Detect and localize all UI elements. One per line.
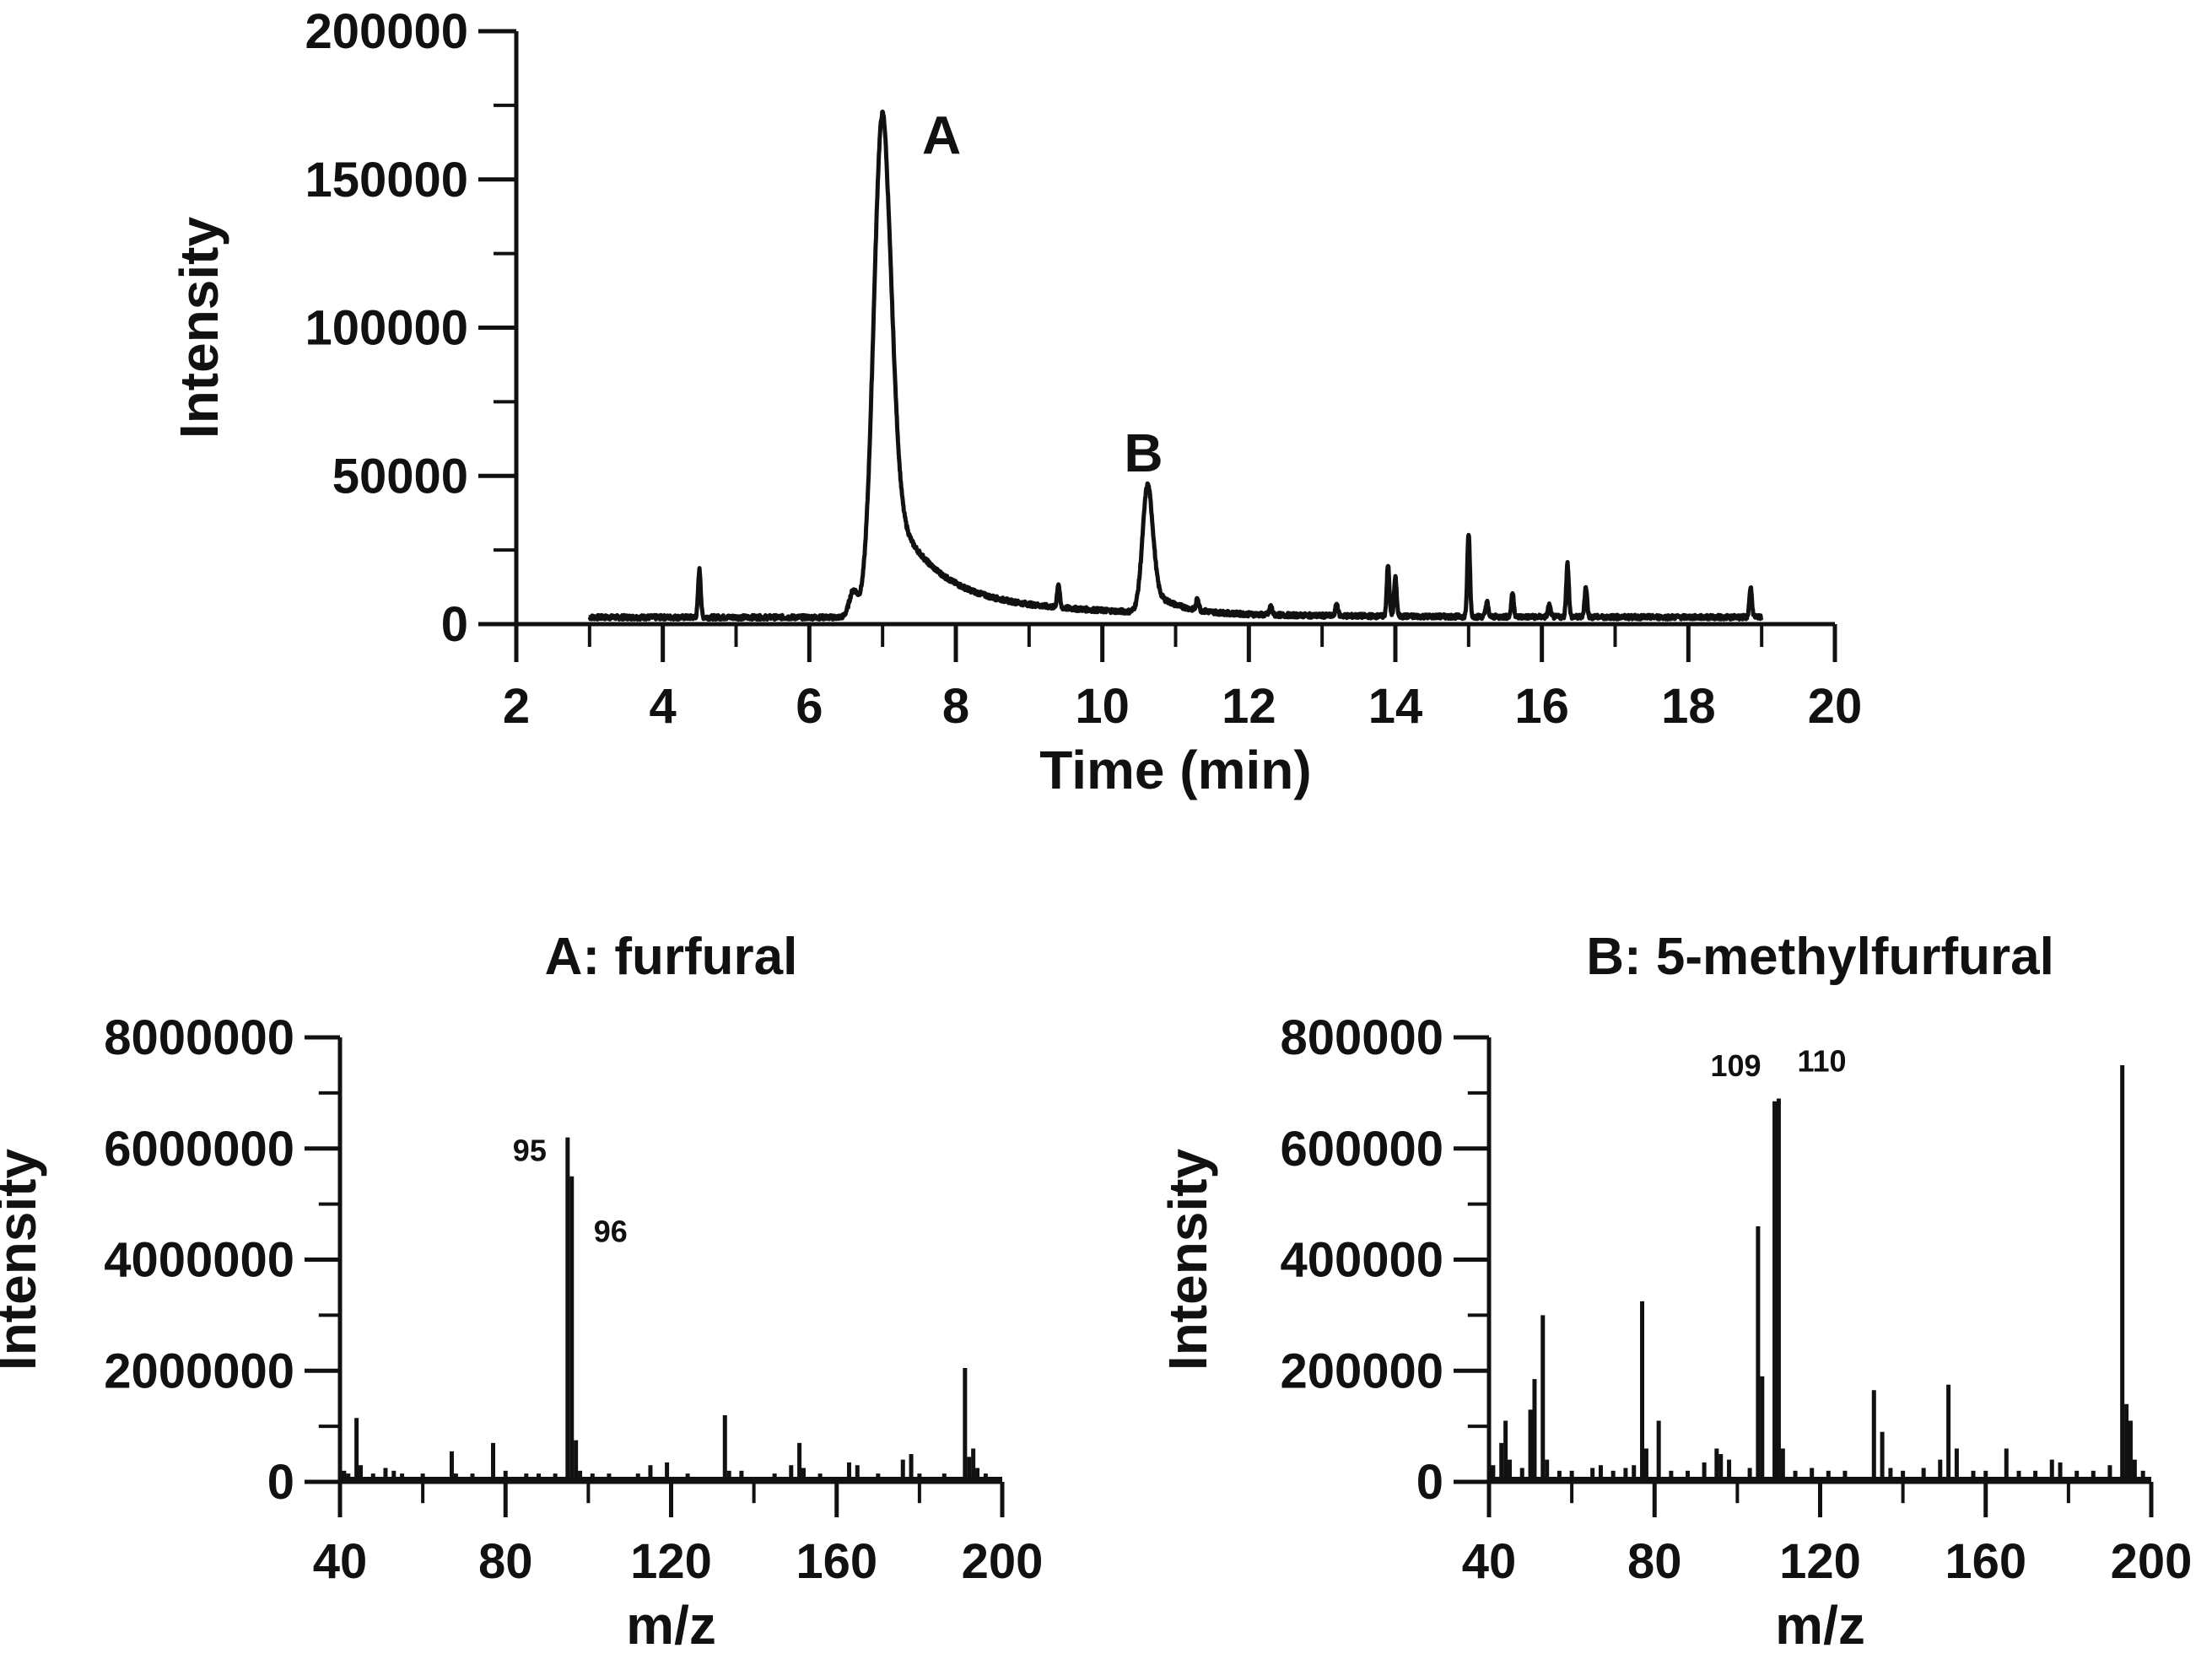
chromatogram-trace [587, 109, 1764, 622]
x-tick-label: 8 [942, 679, 969, 734]
panel-title: B: 5-methylfurfural [1586, 928, 2054, 986]
mass-spectrum-5-methylfurfural-panel: 0 200000 400000 600000 800000 40 80 120 160 200 m/… [1157, 928, 2192, 1656]
mz-annotation: 96 [594, 1215, 628, 1249]
x-tick-label: 120 [630, 1534, 712, 1589]
mz-annotation: 110 [1797, 1043, 1846, 1078]
x-tick-label: 40 [1462, 1534, 1517, 1589]
y-tick-label: 200000 [1280, 1344, 1443, 1398]
x-tick-label: 200 [962, 1534, 1044, 1589]
x-tick-label: 10 [1075, 679, 1130, 734]
x-tick-label: 2 [503, 679, 530, 734]
y-tick-label: 200000 [305, 4, 468, 59]
y-tick-label: 0 [267, 1455, 294, 1510]
y-tick-label: 0 [1416, 1455, 1443, 1510]
y-tick-label: 150000 [305, 153, 468, 207]
chromatogram-panel: 0 50000 100000 150000 200000 2 4 6 8 10 12 14 16 18 20… [169, 4, 1862, 800]
mass-spectrum-furfural-panel: 0 2000000 4000000 6000000 8000000 40 80 120 160 2… [0, 928, 1043, 1656]
x-tick-label: 20 [1808, 679, 1863, 734]
x-tick-label: 200 [2111, 1534, 2193, 1589]
x-tick-label: 12 [1222, 679, 1276, 734]
y-tick-label: 6000000 [104, 1122, 294, 1177]
y-tick-label: 400000 [1280, 1233, 1443, 1288]
panel-title: A: furfural [545, 928, 798, 986]
y-tick-label: 50000 [332, 449, 468, 504]
x-axis-title: m/z [1775, 1595, 1865, 1656]
x-tick-label: 6 [796, 679, 823, 734]
y-tick-label: 4000000 [104, 1233, 294, 1288]
x-tick-label: 40 [313, 1534, 368, 1589]
y-axis-title: Intensity [0, 1149, 47, 1371]
x-tick-label: 16 [1514, 679, 1569, 734]
x-tick-label: 4 [650, 679, 677, 734]
x-tick-label: 160 [796, 1534, 877, 1589]
peak-label-b: B [1124, 423, 1163, 483]
peak-label-a: A [922, 105, 961, 165]
x-axis-title: m/z [626, 1595, 716, 1656]
x-tick-label: 14 [1368, 679, 1423, 734]
y-tick-label: 0 [441, 597, 468, 652]
mz-annotation: 95 [513, 1134, 547, 1168]
y-tick-label: 600000 [1280, 1122, 1443, 1177]
x-tick-label: 160 [1945, 1534, 2026, 1589]
x-tick-label: 80 [478, 1534, 533, 1589]
y-tick-label: 8000000 [104, 1010, 294, 1065]
y-tick-label: 800000 [1280, 1010, 1443, 1065]
y-tick-label: 100000 [305, 301, 468, 356]
mz-annotation: 109 [1710, 1048, 1761, 1083]
y-tick-label: 2000000 [104, 1344, 294, 1398]
y-axis-title: Intensity [169, 217, 229, 439]
y-axis-title: Intensity [1157, 1149, 1218, 1371]
x-tick-label: 80 [1627, 1534, 1682, 1589]
x-tick-label: 120 [1779, 1534, 1861, 1589]
x-tick-label: 18 [1661, 679, 1716, 734]
x-axis-title: Time (min) [1039, 740, 1311, 800]
